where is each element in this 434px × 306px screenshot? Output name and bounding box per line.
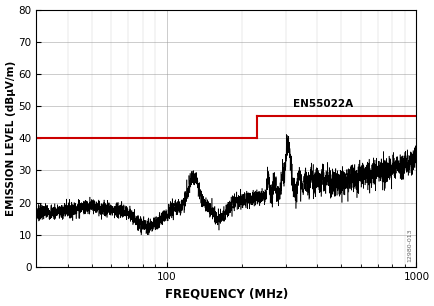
Text: 12980-013: 12980-013 <box>407 228 411 262</box>
Text: EN55022A: EN55022A <box>292 99 352 109</box>
Y-axis label: EMISSION LEVEL (dBμV/m): EMISSION LEVEL (dBμV/m) <box>6 61 16 216</box>
X-axis label: FREQUENCY (MHz): FREQUENCY (MHz) <box>164 287 287 300</box>
